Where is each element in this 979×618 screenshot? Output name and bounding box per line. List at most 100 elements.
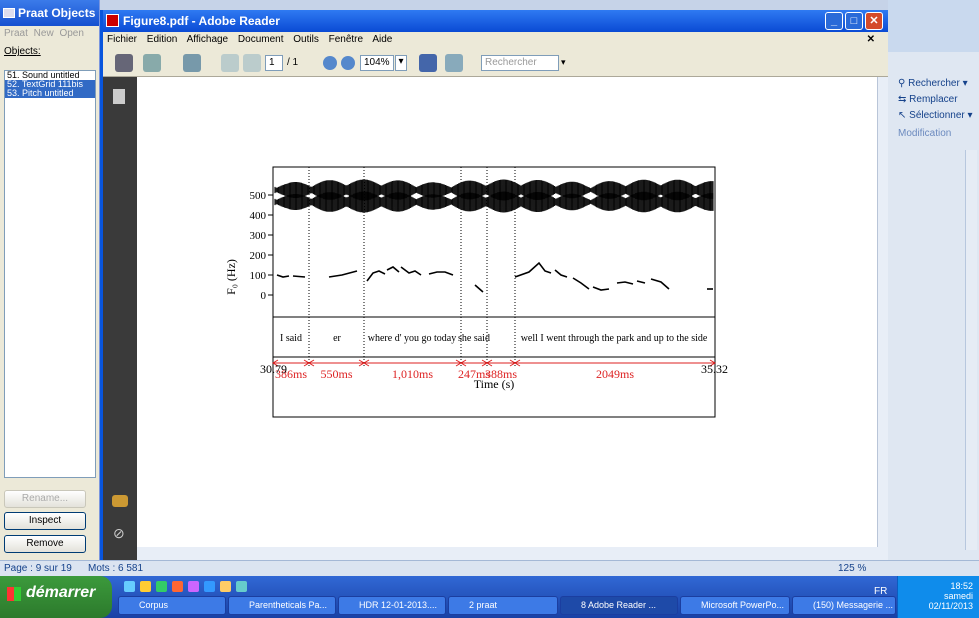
pages-icon[interactable] [113, 89, 125, 104]
print-icon[interactable] [115, 54, 133, 72]
rename-button[interactable]: Rename... [4, 490, 86, 508]
quicklaunch-icon[interactable] [172, 581, 183, 592]
pitch-segment [428, 271, 454, 276]
attachment-icon[interactable]: ⊘ [113, 525, 125, 541]
taskbar-item-corpus[interactable]: Corpus [118, 596, 226, 615]
binoculars-icon: ⚲ [898, 78, 909, 89]
remove-button[interactable]: Remove [4, 535, 86, 553]
y-tick-label: 0 [261, 290, 267, 302]
interval-label: well I went through the park and up to t… [521, 333, 708, 344]
replace-icon: ⇆ [898, 94, 910, 105]
comment-icon[interactable] [183, 54, 201, 72]
menu-affichage[interactable]: Affichage [186, 34, 229, 45]
pitch-segment [292, 275, 306, 278]
comments-icon[interactable] [112, 495, 128, 507]
zoom-in-icon[interactable] [341, 56, 355, 70]
share-icon[interactable] [143, 54, 161, 72]
quicklaunch-icon[interactable] [156, 581, 167, 592]
reader-toolbar: 1 / 1 104% ▾ Rechercher ▾ [103, 49, 888, 77]
close-button[interactable]: ✕ [865, 12, 883, 30]
duration-arrowhead [514, 359, 716, 367]
next-page-icon[interactable] [243, 54, 261, 72]
list-item[interactable]: 51. Sound untitled [7, 71, 80, 80]
interval-boundaries [308, 167, 516, 367]
duration-label: 550ms [320, 367, 352, 381]
pitch-segment [554, 269, 568, 278]
interval-label: she said [458, 333, 490, 344]
quicklaunch-icon[interactable] [140, 581, 151, 592]
taskbar-item-praat[interactable]: 2 praat [448, 596, 558, 615]
objects-list[interactable]: 51. Sound untitled 52. TextGrid 111bis 5… [4, 70, 96, 478]
reader-vertical-scrollbar[interactable] [877, 77, 888, 547]
windows-logo-icon [7, 587, 21, 601]
rechercher-button[interactable]: ⚲ Rechercher ▾ [898, 78, 968, 89]
waveform [274, 179, 714, 213]
menu-fenetre[interactable]: Fenêtre [328, 34, 364, 45]
reader-title: Figure8.pdf - Adobe Reader [123, 14, 280, 28]
taskbar-item-parentheticals[interactable]: Parentheticals Pa... [228, 596, 336, 615]
praat-titlebar[interactable]: Praat Objects [0, 0, 99, 26]
y-tick-label: 200 [250, 250, 267, 262]
quicklaunch-icon[interactable] [220, 581, 231, 592]
pdf-icon [106, 14, 119, 27]
interval-label: er [333, 333, 341, 344]
selectionner-button[interactable]: ↖ Sélectionner ▾ [898, 110, 973, 121]
zoom-level[interactable]: 125 % [838, 563, 867, 574]
maximize-button[interactable]: □ [845, 12, 863, 30]
list-item[interactable]: 53. Pitch untitled [5, 89, 95, 98]
search-input[interactable]: Rechercher [481, 55, 559, 71]
language-indicator[interactable]: FR [874, 586, 888, 597]
quicklaunch-icon[interactable] [204, 581, 215, 592]
page-count[interactable]: Page : 9 sur 19 [4, 563, 72, 574]
quicklaunch-icon[interactable] [124, 581, 135, 592]
page-number-input[interactable]: 1 [265, 55, 283, 71]
zoom-dropdown-icon[interactable]: ▾ [395, 55, 407, 71]
start-button[interactable]: démarrer [0, 576, 112, 618]
taskbar-item-adobe-reader[interactable]: 8 Adobe Reader ... [560, 596, 678, 615]
word-status-bar: Page : 9 sur 19 Mots : 6 581 125 % [0, 560, 979, 576]
fit-width-icon[interactable] [445, 54, 463, 72]
clock-date: 02/11/2013 [928, 601, 973, 611]
word-count[interactable]: Mots : 6 581 [88, 563, 144, 574]
taskbar-item-powerpoint[interactable]: Microsoft PowerPo... [680, 596, 790, 615]
clock-time[interactable]: 18:52 [950, 581, 973, 591]
minimize-button[interactable]: _ [825, 12, 843, 30]
praat-menubar[interactable]: Praat New Open [4, 28, 84, 39]
cursor-icon: ↖ [898, 110, 910, 121]
reader-horizontal-scrollbar[interactable] [137, 547, 888, 560]
menu-edition[interactable]: Edition [146, 34, 178, 45]
quicklaunch-icon[interactable] [236, 581, 247, 592]
interval-label: where d' you go today [368, 333, 456, 344]
taskbar-item-hdr[interactable]: HDR 12-01-2013.... [338, 596, 446, 615]
inspect-button[interactable]: Inspect [4, 512, 86, 530]
pitch-segment [616, 281, 634, 285]
word-window: ⚲ Rechercher ▾ ⇆ Remplacer ↖ Sélectionne… [888, 0, 979, 560]
pitch-segment [592, 286, 610, 291]
praat-window: Praat Objects Praat New Open Objects: 51… [0, 0, 100, 560]
fit-page-icon[interactable] [419, 54, 437, 72]
menu-fichier[interactable]: Fichier [107, 34, 138, 45]
y-tick-label: 300 [250, 230, 267, 242]
word-scrollbar[interactable] [965, 150, 977, 550]
close-document-icon[interactable]: ✕ [866, 34, 875, 45]
duration-label: 2049ms [596, 367, 634, 381]
zoom-field[interactable]: 104% [360, 55, 394, 71]
pitch-segment [474, 284, 484, 293]
taskbar-item-messagerie[interactable]: (150) Messagerie ... [792, 596, 896, 615]
modification-label: Modification [898, 128, 952, 139]
interval-labels: I said er where d' you go today she said wel… [280, 333, 708, 344]
reader-left-panel: ⊘ [103, 77, 137, 560]
menu-outils[interactable]: Outils [293, 34, 319, 45]
menu-document[interactable]: Document [237, 34, 284, 45]
y-tick-label: 100 [250, 270, 267, 282]
reader-titlebar[interactable]: Figure8.pdf - Adobe Reader _ □ ✕ [103, 10, 888, 32]
adobe-reader-window: Figure8.pdf - Adobe Reader _ □ ✕ Fichier… [100, 10, 888, 560]
search-dropdown-icon[interactable]: ▾ [561, 57, 566, 67]
prev-page-icon[interactable] [221, 54, 239, 72]
menu-aide[interactable]: Aide [372, 34, 393, 45]
list-item[interactable]: 52. TextGrid 111bis [5, 80, 95, 89]
quicklaunch-icon[interactable] [188, 581, 199, 592]
pitch-segment [276, 274, 290, 278]
remplacer-button[interactable]: ⇆ Remplacer [898, 94, 958, 105]
zoom-out-icon[interactable] [323, 56, 337, 70]
